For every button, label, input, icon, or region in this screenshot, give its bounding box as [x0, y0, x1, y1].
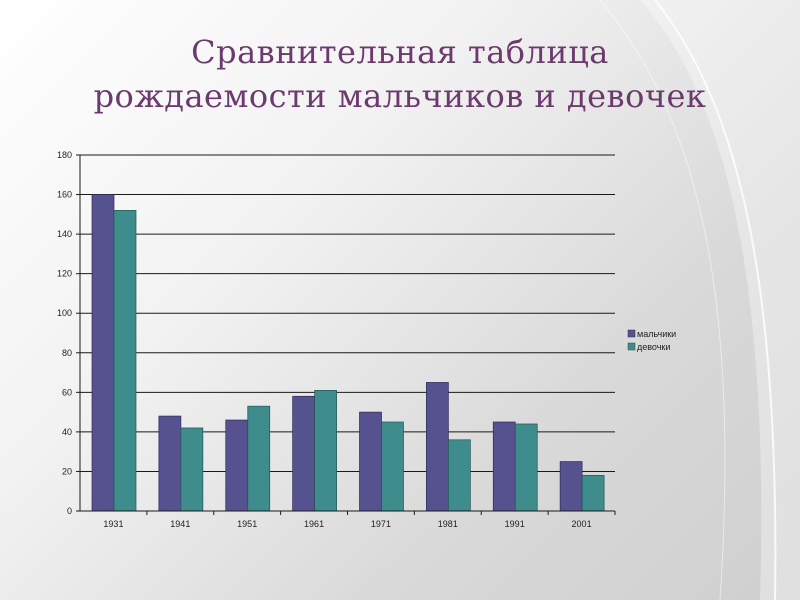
y-tick-label: 120: [57, 269, 72, 279]
legend-label-boys: мальчики: [637, 329, 676, 339]
title-line-1: Сравнительная таблица: [191, 33, 609, 71]
bar-boys-1971: [359, 411, 382, 512]
bar-girls-1941: [180, 427, 204, 512]
y-tick-label: 20: [62, 466, 72, 476]
bar-boys-1981: [426, 382, 449, 512]
title-line-2: рождаемости мальчиков и девочек: [93, 77, 707, 115]
legend-swatch-boys: [627, 329, 636, 338]
x-tick-label: 2001: [572, 519, 592, 529]
bar-girls-1961: [314, 390, 337, 512]
x-tick-label: 1961: [304, 519, 324, 529]
bar-boys-2001: [559, 461, 583, 512]
bar-girls-1971: [381, 421, 404, 512]
x-tick-label: 1981: [438, 519, 458, 529]
y-tick-label: 40: [62, 427, 72, 437]
bar-boys-1951: [225, 419, 249, 512]
x-axis: 1931 1941 1951 1961 1971 1981 1991 2001: [80, 510, 616, 529]
y-tick-label: 140: [57, 229, 72, 239]
x-tick-label: 1971: [371, 519, 391, 529]
y-tick-label: 100: [57, 308, 72, 318]
bar-boys-1991: [492, 421, 516, 512]
x-tick-label: 1991: [505, 519, 525, 529]
legend-label-girls: девочки: [637, 342, 670, 352]
bar-boys-1941: [158, 415, 182, 512]
x-tick-label: 1941: [170, 519, 190, 529]
x-tick-label: 1951: [237, 519, 257, 529]
bar-girls-1931: [113, 210, 137, 512]
y-axis: 0 20 40 60 80 100 120 140 160 180: [57, 150, 81, 516]
bar-girls-2001: [581, 475, 605, 512]
bars: [91, 194, 605, 512]
x-tick-label: 1931: [103, 519, 123, 529]
bar-girls-1951: [247, 405, 271, 512]
bar-girls-1981: [448, 439, 471, 512]
bar-girls-1991: [514, 423, 538, 512]
y-tick-label: 60: [62, 387, 72, 397]
bar-boys-1961: [292, 395, 315, 512]
y-tick-label: 0: [67, 506, 72, 516]
legend-swatch-girls: [627, 342, 636, 351]
bar-boys-1931: [91, 194, 115, 512]
page-title: Сравнительная таблица рождаемости мальчи…: [30, 30, 770, 118]
y-tick-label: 160: [57, 190, 72, 200]
y-tick-label: 80: [62, 348, 72, 358]
legend: мальчики девочки: [627, 329, 676, 352]
y-tick-label: 180: [57, 150, 72, 160]
